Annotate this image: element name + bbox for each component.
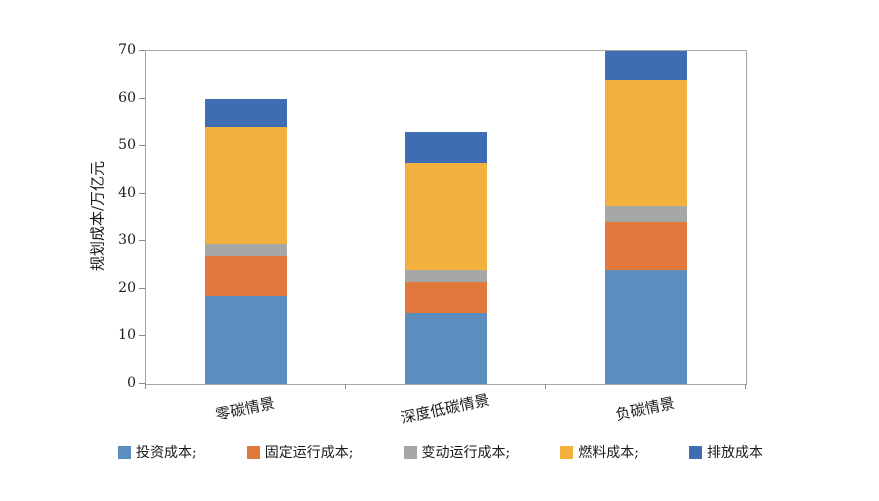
plot-area (145, 50, 747, 385)
legend-swatch (246, 445, 260, 459)
bar-segment (405, 269, 487, 282)
legend-swatch (403, 445, 417, 459)
x-category-label: 零碳情景 (213, 393, 277, 425)
stacked-bar (405, 51, 487, 384)
legend-label: 排放成本 (707, 445, 763, 461)
legend-label: 燃料成本; (578, 445, 639, 461)
x-category-label: 深度低碳情景 (399, 390, 491, 428)
bar-segment (205, 243, 287, 256)
bar-segment (205, 255, 287, 296)
y-tick-mark (139, 240, 145, 242)
bar-segment (605, 222, 687, 270)
y-tick-label: 30 (118, 232, 136, 249)
bar-segment (605, 51, 687, 80)
y-tick-label: 0 (127, 375, 136, 391)
x-tick-mark (545, 384, 546, 389)
legend-item: 排放成本 (689, 442, 763, 462)
y-axis-title: 规划成本/万亿元 (88, 160, 107, 272)
legend-label: 固定运行成本; (264, 445, 354, 461)
x-category-label: 负碳情景 (613, 393, 677, 425)
bar-segment (605, 79, 687, 206)
legend-swatch (560, 445, 574, 459)
legend-item: 燃料成本; (560, 442, 639, 462)
legend-label: 投资成本; (136, 445, 197, 461)
x-tick-mark (745, 384, 746, 389)
y-tick-mark (139, 50, 145, 51)
y-tick-label: 40 (118, 184, 136, 201)
stacked-bar (205, 51, 287, 384)
y-tick-mark (139, 97, 145, 99)
bar-segment (205, 296, 287, 384)
x-tick-mark (145, 384, 146, 389)
bar-segment (605, 269, 687, 384)
bar-segment (205, 127, 287, 244)
y-tick-mark (139, 383, 145, 384)
y-tick-label: 60 (118, 89, 136, 106)
bar-segment (605, 205, 687, 223)
legend-item: 固定运行成本; (246, 442, 354, 462)
legend-swatch (689, 445, 702, 459)
legend-item: 投资成本; (118, 442, 197, 462)
y-tick-label: 70 (118, 42, 136, 58)
legend-item: 变动运行成本; (403, 442, 511, 462)
stacked-bar (605, 51, 687, 384)
y-tick-label: 20 (118, 279, 136, 296)
x-tick-mark (345, 384, 346, 389)
y-tick-mark (139, 287, 145, 289)
legend: 投资成本; 固定运行成本; 变动运行成本; 燃料成本; 排放成本 (118, 442, 763, 462)
y-tick-label: 10 (118, 327, 136, 344)
legend-label: 变动运行成本; (421, 445, 511, 461)
y-tick-mark (139, 192, 145, 194)
bar-segment (405, 162, 487, 270)
bar-segment (405, 281, 487, 313)
y-tick-mark (139, 335, 145, 337)
y-tick-mark (139, 145, 145, 147)
bar-segment (405, 312, 487, 384)
bar-segment (205, 98, 287, 128)
bar-segment (405, 131, 487, 163)
y-tick-label: 50 (118, 137, 136, 154)
legend-swatch (118, 445, 131, 459)
